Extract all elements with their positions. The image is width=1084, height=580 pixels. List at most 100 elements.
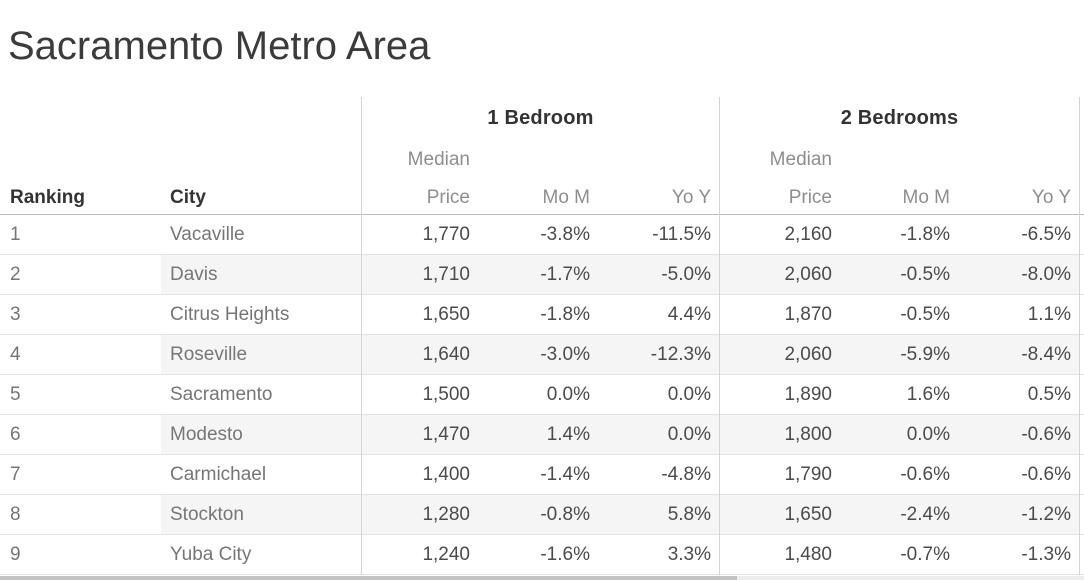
br2-yoy-column-header[interactable]: Yo Y: [1031, 187, 1071, 208]
ranking-cell[interactable]: 8: [0, 495, 161, 534]
br2-mom-cell[interactable]: -0.6%: [900, 464, 950, 485]
br1-yoy-column-header[interactable]: Yo Y: [671, 187, 711, 208]
br2-median-price-cell[interactable]: 1,650: [719, 495, 832, 534]
br1-yoy-cell[interactable]: 5.8%: [590, 495, 719, 534]
ranking-cell[interactable]: 1: [10, 224, 21, 245]
city-cell[interactable]: Modesto: [161, 415, 362, 454]
br2-yoy-cell[interactable]: 0.5%: [1027, 384, 1071, 405]
br2-median-price-cell[interactable]: 2,060: [719, 335, 832, 374]
br2-yoy-cell[interactable]: -8.0%: [950, 255, 1079, 294]
city-cell[interactable]: Stockton: [161, 495, 362, 534]
br1-median-price-header-line2[interactable]: Price: [426, 187, 470, 208]
br2-yoy-cell[interactable]: -6.5%: [1021, 224, 1071, 245]
br1-median-price-cell[interactable]: 1,400: [422, 464, 470, 485]
br1-yoy-cell[interactable]: 4.4%: [667, 304, 711, 325]
table-row: 2 Davis 1,710 -1.7% -5.0% 2,060 -0.5% -8.0%: [0, 255, 1084, 295]
table-row: 9 Yuba City 1,240 -1.6% 3.3% 1,480 -0.7% -1.3%: [0, 535, 1084, 575]
br1-mom-cell[interactable]: -1.4%: [540, 464, 590, 485]
pane-divider-right: [1079, 97, 1080, 575]
br2-median-price-cell[interactable]: 2,060: [719, 255, 832, 294]
br1-median-price-cell[interactable]: 1,470: [362, 415, 470, 454]
br1-median-price-cell[interactable]: 1,240: [422, 544, 470, 565]
br1-yoy-cell[interactable]: -11.5%: [652, 224, 711, 245]
br1-yoy-cell[interactable]: 0.0%: [590, 415, 719, 454]
br1-mom-cell[interactable]: -1.7%: [470, 255, 590, 294]
city-cell[interactable]: Citrus Heights: [170, 304, 290, 325]
ranking-cell[interactable]: 6: [0, 415, 161, 454]
br1-mom-cell[interactable]: -0.8%: [470, 495, 590, 534]
br2-median-price-cell[interactable]: 1,790: [784, 464, 832, 485]
br2-yoy-cell[interactable]: -8.4%: [950, 335, 1079, 374]
city-cell[interactable]: Carmichael: [170, 464, 267, 485]
br2-yoy-cell[interactable]: -1.2%: [950, 495, 1079, 534]
horizontal-scrollbar: [0, 576, 1084, 580]
br1-yoy-cell[interactable]: -4.8%: [661, 464, 711, 485]
br2-median-price-cell[interactable]: 1,480: [784, 544, 832, 565]
table-row: 3 Citrus Heights 1,650 -1.8% 4.4% 1,870 -0.5% 1…: [0, 295, 1084, 335]
br1-mom-column-header[interactable]: Mo M: [542, 187, 591, 208]
br1-yoy-cell[interactable]: 3.3%: [667, 544, 711, 565]
column-group-1-bedroom[interactable]: 1 Bedroom: [487, 107, 594, 129]
column-group-2-bedrooms[interactable]: 2 Bedrooms: [840, 107, 959, 129]
br1-yoy-cell[interactable]: 0.0%: [667, 384, 711, 405]
br2-mom-cell[interactable]: -0.7%: [900, 544, 950, 565]
br2-mom-cell[interactable]: -0.5%: [832, 255, 950, 294]
br2-median-price-header-line2[interactable]: Price: [788, 187, 832, 208]
city-cell[interactable]: Sacramento: [170, 384, 273, 405]
br2-mom-cell[interactable]: 0.0%: [832, 415, 950, 454]
br2-mom-cell[interactable]: -5.9%: [832, 335, 950, 374]
br1-median-price-cell[interactable]: 1,280: [362, 495, 470, 534]
br2-mom-cell[interactable]: -1.8%: [900, 224, 950, 245]
ranking-cell[interactable]: 4: [0, 335, 161, 374]
br2-median-price-header-line1[interactable]: Median: [769, 149, 832, 170]
city-cell[interactable]: Davis: [161, 255, 362, 294]
br1-median-price-cell[interactable]: 1,710: [362, 255, 470, 294]
br2-yoy-cell[interactable]: 1.1%: [1027, 304, 1071, 325]
br1-median-price-cell[interactable]: 1,500: [422, 384, 470, 405]
br1-mom-cell[interactable]: -3.0%: [470, 335, 590, 374]
ranking-cell[interactable]: 9: [10, 544, 21, 565]
br1-median-price-cell[interactable]: 1,770: [422, 224, 470, 245]
table-body: 1 Vacaville 1,770 -3.8% -11.5% 2,160 -1.8% -6.5…: [0, 215, 1084, 575]
br1-mom-cell[interactable]: 1.4%: [470, 415, 590, 454]
city-cell[interactable]: Yuba City: [170, 544, 252, 565]
pane-divider-middle: [719, 97, 720, 575]
br2-mom-column-header[interactable]: Mo M: [902, 187, 951, 208]
br2-yoy-cell[interactable]: -0.6%: [1021, 464, 1071, 485]
br1-mom-cell[interactable]: -1.6%: [540, 544, 590, 565]
br2-median-price-cell[interactable]: 1,870: [784, 304, 832, 325]
br1-mom-cell[interactable]: 0.0%: [546, 384, 590, 405]
br2-yoy-cell[interactable]: -1.3%: [1021, 544, 1071, 565]
br2-mom-cell[interactable]: 1.6%: [906, 384, 950, 405]
ranking-cell[interactable]: 3: [10, 304, 21, 325]
city-cell[interactable]: Vacaville: [170, 224, 245, 245]
br1-mom-cell[interactable]: -3.8%: [540, 224, 590, 245]
table-row: 8 Stockton 1,280 -0.8% 5.8% 1,650 -2.4% -1.2%: [0, 495, 1084, 535]
br2-median-price-cell[interactable]: 1,890: [784, 384, 832, 405]
ranking-cell[interactable]: 2: [0, 255, 161, 294]
city-column-header[interactable]: City: [170, 187, 206, 208]
ranking-column-header[interactable]: Ranking: [10, 187, 85, 208]
table-row: 4 Roseville 1,640 -3.0% -12.3% 2,060 -5.9% -8.4…: [0, 335, 1084, 375]
column-header-row: Ranking City Price Mo M Yo Y Price Mo M …: [0, 185, 1084, 211]
table-row: 7 Carmichael 1,400 -1.4% -4.8% 1,790 -0.6% -0.6…: [0, 455, 1084, 495]
page-title: Sacramento Metro Area: [8, 24, 431, 68]
br1-mom-cell[interactable]: -1.8%: [540, 304, 590, 325]
ranking-cell[interactable]: 7: [10, 464, 21, 485]
br1-median-price-cell[interactable]: 1,640: [362, 335, 470, 374]
br2-median-price-cell[interactable]: 2,160: [784, 224, 832, 245]
table-header: 1 Bedroom 2 Bedrooms Median Median Ranki…: [0, 97, 1084, 215]
br1-yoy-cell[interactable]: -5.0%: [590, 255, 719, 294]
city-cell[interactable]: Roseville: [161, 335, 362, 374]
table-row: 6 Modesto 1,470 1.4% 0.0% 1,800 0.0% -0.6%: [0, 415, 1084, 455]
br1-median-price-cell[interactable]: 1,650: [422, 304, 470, 325]
br2-mom-cell[interactable]: -2.4%: [832, 495, 950, 534]
br2-yoy-cell[interactable]: -0.6%: [950, 415, 1079, 454]
br2-median-price-cell[interactable]: 1,800: [719, 415, 832, 454]
rental-price-table: 1 Bedroom 2 Bedrooms Median Median Ranki…: [0, 97, 1084, 575]
br1-median-price-header-line1[interactable]: Median: [407, 149, 470, 170]
ranking-cell[interactable]: 5: [10, 384, 21, 405]
br1-yoy-cell[interactable]: -12.3%: [590, 335, 719, 374]
horizontal-scrollbar-thumb[interactable]: [0, 576, 737, 580]
br2-mom-cell[interactable]: -0.5%: [900, 304, 950, 325]
